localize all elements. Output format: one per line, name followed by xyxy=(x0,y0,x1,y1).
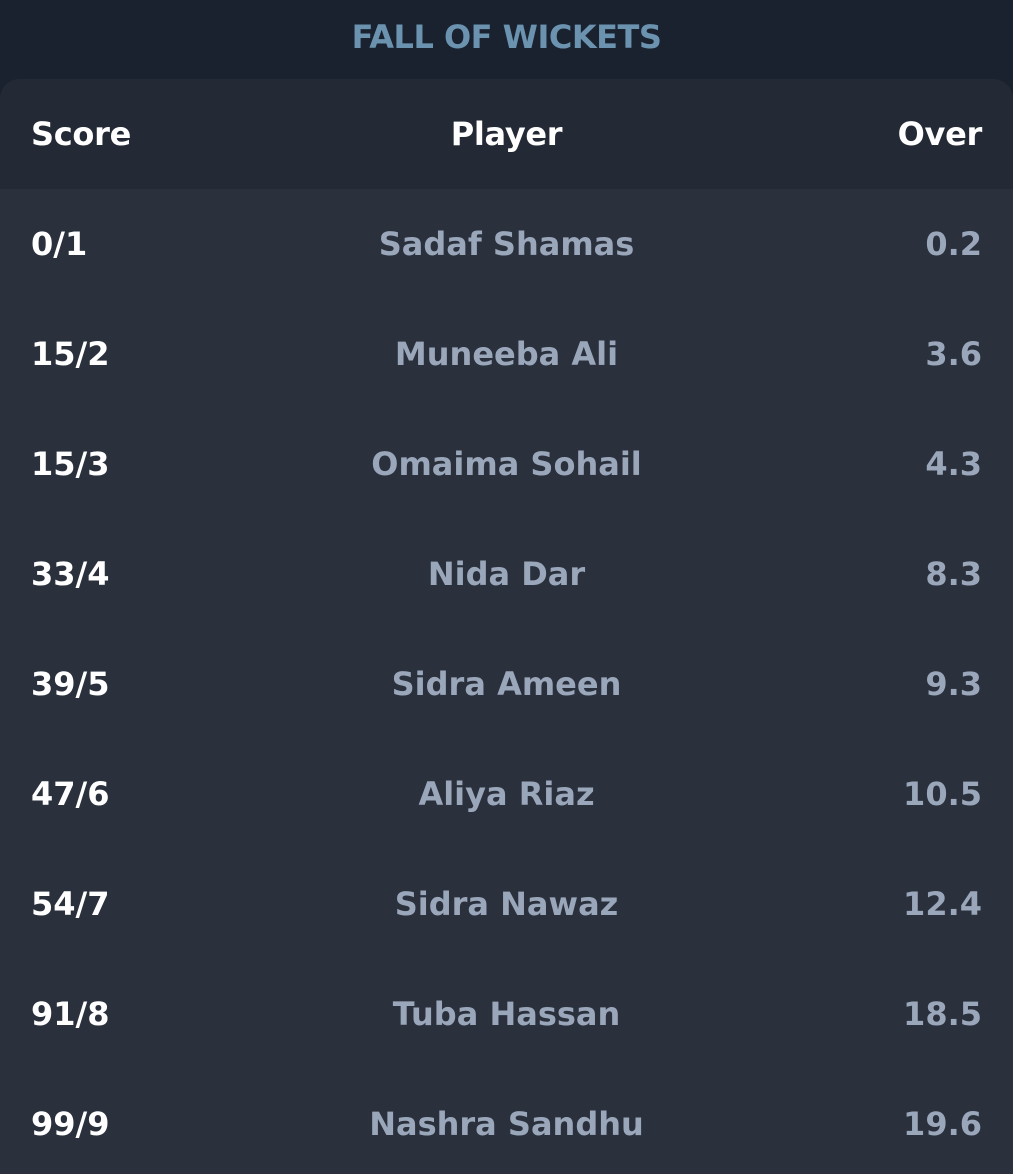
table-row: 91/8 Tuba Hassan 18.5 xyxy=(0,959,1013,1069)
player-cell: Tuba Hassan xyxy=(392,995,621,1033)
table-row: 99/9 Nashra Sandhu 19.6 xyxy=(0,1069,1013,1174)
player-cell: Sadaf Shamas xyxy=(378,225,635,263)
player-cell: Muneeba Ali xyxy=(394,335,619,373)
over-cell: 8.3 xyxy=(925,555,982,593)
player-cell: Omaima Sohail xyxy=(371,445,642,483)
table-row: 54/7 Sidra Nawaz 12.4 xyxy=(0,849,1013,959)
score-cell: 15/3 xyxy=(31,445,110,483)
table-row: 39/5 Sidra Ameen 9.3 xyxy=(0,629,1013,739)
over-cell: 3.6 xyxy=(925,335,982,373)
over-cell: 18.5 xyxy=(903,995,982,1033)
score-cell: 39/5 xyxy=(31,665,110,703)
score-cell: 91/8 xyxy=(31,995,110,1033)
column-header-over: Over xyxy=(897,115,983,153)
score-cell: 54/7 xyxy=(31,885,110,923)
player-cell: Aliya Riaz xyxy=(418,775,595,813)
table-row: 33/4 Nida Dar 8.3 xyxy=(0,519,1013,629)
score-cell: 47/6 xyxy=(31,775,110,813)
table-row: 0/1 Sadaf Shamas 0.2 xyxy=(0,189,1013,299)
table-header: Score Player Over xyxy=(0,79,1013,189)
score-cell: 15/2 xyxy=(31,335,110,373)
table-row: 47/6 Aliya Riaz 10.5 xyxy=(0,739,1013,849)
player-cell: Sidra Nawaz xyxy=(394,885,619,923)
column-header-player: Player xyxy=(450,115,563,153)
score-cell: 0/1 xyxy=(31,225,88,263)
player-cell: Nashra Sandhu xyxy=(369,1105,644,1143)
score-cell: 33/4 xyxy=(31,555,110,593)
over-cell: 10.5 xyxy=(903,775,982,813)
fall-of-wickets-table: Score Player Over 0/1 Sadaf Shamas 0.2 1… xyxy=(0,79,1013,1174)
over-cell: 0.2 xyxy=(925,225,982,263)
over-cell: 9.3 xyxy=(925,665,982,703)
section-title: FALL OF WICKETS xyxy=(351,18,662,56)
table-row: 15/2 Muneeba Ali 3.6 xyxy=(0,299,1013,409)
player-cell: Sidra Ameen xyxy=(391,665,622,703)
score-cell: 99/9 xyxy=(31,1105,110,1143)
table-row: 15/3 Omaima Sohail 4.3 xyxy=(0,409,1013,519)
over-cell: 4.3 xyxy=(925,445,982,483)
over-cell: 19.6 xyxy=(903,1105,982,1143)
column-header-score: Score xyxy=(31,115,131,153)
over-cell: 12.4 xyxy=(903,885,982,923)
player-cell: Nida Dar xyxy=(427,555,586,593)
